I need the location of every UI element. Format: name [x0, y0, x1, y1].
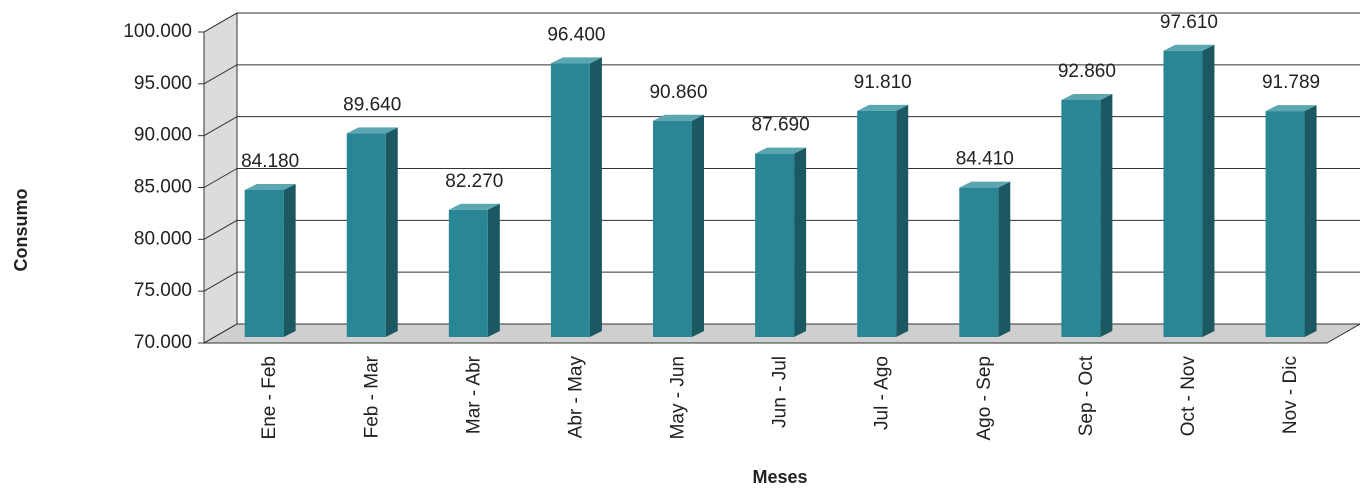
y-tick-label: 70.000	[134, 332, 192, 353]
value-label: 87.690	[752, 115, 810, 136]
value-label: 91.810	[854, 72, 912, 93]
grid-line	[203, 271, 238, 292]
bar-top	[1265, 105, 1317, 112]
x-tick-label: May - Jun	[668, 356, 689, 439]
y-tick-label: 80.000	[134, 228, 192, 249]
bar	[857, 110, 897, 337]
x-tick-label: Jun - Jul	[770, 356, 791, 428]
bar-top	[857, 104, 909, 111]
bar-top	[653, 114, 705, 121]
bar-side	[1202, 44, 1215, 337]
bar	[244, 190, 284, 337]
y-tick-label: 85.000	[134, 177, 192, 198]
bar	[959, 187, 999, 337]
y-tick-label: 75.000	[134, 280, 192, 301]
value-label: 96.400	[547, 24, 605, 45]
x-tick-label: Oct - Nov	[1178, 356, 1199, 437]
bar-top	[244, 184, 296, 191]
bar-side	[1304, 105, 1317, 337]
bar	[550, 63, 590, 337]
bar-top	[346, 127, 398, 134]
value-label: 82.270	[445, 171, 503, 192]
grid-line	[203, 12, 238, 33]
bar	[1163, 50, 1203, 337]
bar	[755, 153, 795, 337]
x-tick-label: Jul - Ago	[872, 356, 893, 430]
x-tick-label: Sep - Oct	[1076, 355, 1097, 436]
value-label: 84.180	[241, 151, 299, 172]
value-label: 92.860	[1058, 61, 1116, 82]
y-tick-label: 100.000	[123, 21, 192, 42]
bar-top	[448, 203, 500, 210]
bar-side	[998, 181, 1011, 337]
x-tick-label: Nov - Dic	[1280, 356, 1301, 434]
x-axis-title: Meses	[752, 467, 807, 487]
y-axis-title: Consumo	[11, 189, 31, 272]
grid-line	[203, 219, 238, 240]
y-tick-label: 95.000	[134, 73, 192, 94]
value-label: 91.789	[1262, 72, 1320, 93]
x-tick-label: Feb - Mar	[361, 355, 382, 438]
x-tick-label: Abr - May	[565, 356, 586, 439]
grid-line	[203, 168, 238, 188]
x-tick-label: Ago - Sep	[974, 356, 995, 441]
bar-side	[1100, 94, 1113, 337]
grid-line	[203, 116, 238, 137]
x-tick-label: Mar - Abr	[463, 355, 484, 434]
bar-top	[959, 181, 1011, 188]
bar-side	[896, 104, 909, 337]
grid-line	[203, 323, 238, 344]
bar-top	[550, 57, 602, 64]
bar-top	[755, 147, 807, 154]
value-label: 89.640	[343, 94, 401, 115]
bar-side	[487, 203, 500, 337]
bar-side	[283, 184, 296, 337]
x-tick-label: Ene - Feb	[259, 356, 280, 439]
bar-side	[692, 114, 705, 337]
bar-side	[589, 57, 602, 337]
bar	[346, 133, 386, 337]
bar-top	[1163, 44, 1215, 51]
grid-line	[203, 64, 238, 85]
bar	[448, 209, 488, 337]
bar	[1265, 111, 1305, 337]
value-label: 90.860	[649, 82, 707, 103]
bar	[653, 120, 693, 337]
value-label: 84.410	[956, 149, 1014, 170]
bar-side	[794, 147, 807, 337]
bar	[1061, 100, 1101, 337]
bar-side	[385, 127, 398, 337]
value-label: 97.610	[1160, 12, 1218, 33]
y-tick-label: 90.000	[134, 125, 192, 146]
bar-top	[1061, 94, 1113, 101]
